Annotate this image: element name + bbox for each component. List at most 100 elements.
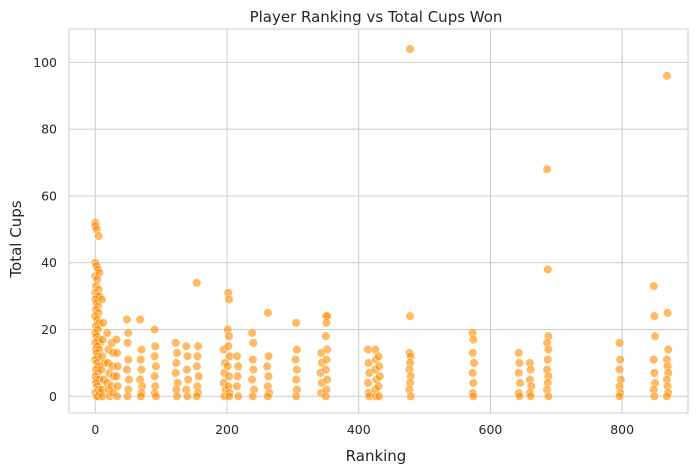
data-point [514, 348, 524, 358]
data-point [614, 364, 625, 375]
data-point [182, 364, 192, 375]
data-point [468, 368, 478, 378]
data-point [514, 368, 524, 378]
data-point [543, 264, 553, 275]
data-point [468, 378, 478, 388]
data-point [194, 371, 204, 381]
data-point [102, 328, 112, 338]
data-point [321, 331, 331, 341]
data-point [543, 354, 553, 365]
data-point [514, 391, 525, 401]
data-point [373, 381, 384, 391]
y-tick-label: 40 [41, 255, 57, 270]
data-point [224, 391, 234, 401]
data-point [406, 391, 416, 401]
data-point [649, 391, 660, 401]
data-point [263, 351, 274, 361]
data-point [247, 328, 257, 338]
data-point [123, 328, 133, 338]
data-point [405, 44, 415, 54]
x-tick-label: 400 [347, 422, 371, 437]
data-point [262, 361, 272, 371]
data-point [136, 391, 146, 401]
y-tick-label: 0 [49, 389, 57, 404]
data-point [543, 344, 553, 355]
data-point [662, 308, 673, 318]
x-axis-label: Ranking [346, 447, 407, 465]
data-point [543, 391, 553, 401]
data-point [123, 338, 133, 348]
y-axis-label: Total Cups [7, 200, 25, 278]
data-point [171, 368, 181, 378]
data-point [292, 344, 302, 355]
data-point [150, 371, 160, 381]
y-tick-label: 20 [41, 322, 57, 337]
x-axis-ticks: 0 200 400 600 800 [91, 422, 634, 437]
data-point [150, 341, 160, 351]
data-point [193, 341, 203, 351]
data-point [136, 344, 147, 355]
data-point [469, 358, 479, 368]
data-point [111, 334, 122, 345]
data-point [363, 378, 373, 388]
data-point [662, 391, 672, 401]
chart-title: Player Ranking vs Total Cups Won [250, 8, 503, 26]
data-point [373, 351, 384, 361]
data-point [122, 364, 132, 375]
data-point [232, 371, 243, 381]
data-point [515, 378, 525, 388]
data-point [291, 391, 301, 401]
x-tick-label: 600 [479, 422, 503, 437]
data-point [224, 294, 234, 305]
data-point [192, 361, 202, 371]
y-tick-label: 60 [41, 188, 57, 203]
data-point [248, 364, 258, 375]
data-point [192, 351, 203, 361]
x-tick-label: 200 [215, 422, 239, 437]
data-point [232, 351, 242, 361]
data-point [468, 334, 478, 345]
data-point [112, 348, 122, 358]
data-point [192, 278, 202, 288]
data-point [649, 354, 659, 365]
data-point [526, 391, 536, 401]
data-point [650, 331, 660, 341]
data-point [171, 338, 181, 348]
data-point [233, 361, 243, 371]
data-point [97, 334, 108, 345]
data-point [123, 391, 133, 401]
data-point [263, 371, 274, 381]
data-point [151, 361, 161, 371]
data-point [112, 391, 122, 401]
data-point [649, 311, 660, 321]
data-point [136, 364, 147, 375]
data-point [374, 391, 384, 401]
data-point [374, 361, 384, 371]
data-point [663, 344, 673, 355]
data-point [94, 231, 104, 241]
data-point [113, 361, 123, 371]
data-point [468, 348, 478, 358]
data-point [321, 354, 332, 365]
data-point [172, 391, 182, 401]
data-point [321, 318, 332, 328]
y-axis-ticks: 0 20 40 60 80 100 [33, 55, 57, 404]
data-point [150, 351, 160, 361]
data-point [150, 324, 160, 335]
data-point [122, 314, 132, 325]
data-point [98, 318, 108, 328]
data-point [468, 391, 478, 401]
data-point [182, 351, 193, 361]
data-point [111, 371, 122, 381]
data-point [223, 361, 233, 371]
data-point [223, 341, 233, 351]
grid-lines [69, 29, 688, 413]
data-point [649, 281, 659, 291]
data-point [135, 314, 145, 325]
data-point [248, 354, 258, 365]
data-point [322, 375, 332, 385]
data-point [321, 364, 331, 375]
data-point [615, 354, 625, 365]
data-point [232, 381, 242, 391]
